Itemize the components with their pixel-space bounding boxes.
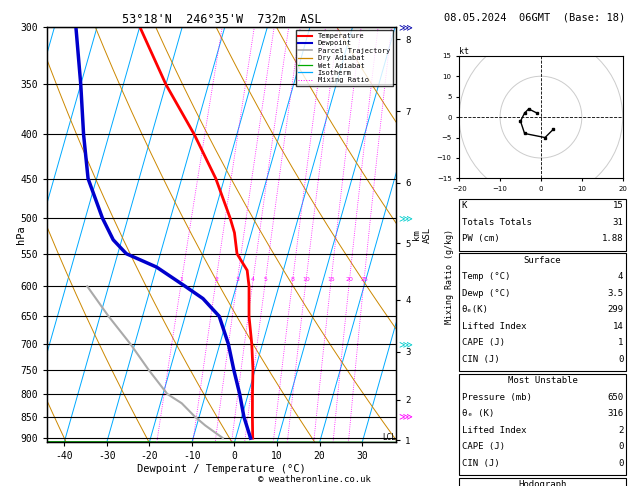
Text: 5: 5: [264, 278, 267, 282]
Text: 0: 0: [618, 459, 623, 468]
Text: Totals Totals: Totals Totals: [462, 218, 532, 227]
Text: Hodograph: Hodograph: [518, 480, 567, 486]
Text: 650: 650: [607, 393, 623, 402]
Title: 53°18'N  246°35'W  732m  ASL: 53°18'N 246°35'W 732m ASL: [122, 13, 321, 26]
Text: Pressure (mb): Pressure (mb): [462, 393, 532, 402]
X-axis label: Dewpoint / Temperature (°C): Dewpoint / Temperature (°C): [137, 464, 306, 474]
Text: 25: 25: [360, 278, 368, 282]
Text: 1.88: 1.88: [602, 234, 623, 243]
Text: 3: 3: [235, 278, 240, 282]
Legend: Temperature, Dewpoint, Parcel Trajectory, Dry Adiabat, Wet Adiabat, Isotherm, Mi: Temperature, Dewpoint, Parcel Trajectory…: [296, 30, 392, 86]
Text: 1: 1: [618, 338, 623, 347]
Text: 14: 14: [613, 322, 623, 331]
Text: Surface: Surface: [524, 256, 561, 265]
Text: PW (cm): PW (cm): [462, 234, 499, 243]
Y-axis label: km
ASL: km ASL: [412, 226, 431, 243]
Text: CIN (J): CIN (J): [462, 459, 499, 468]
Text: 2: 2: [214, 278, 218, 282]
Text: 15: 15: [327, 278, 335, 282]
Text: kt: kt: [459, 47, 469, 56]
Text: 1: 1: [180, 278, 184, 282]
Text: K: K: [462, 201, 467, 210]
Text: 4: 4: [251, 278, 255, 282]
Text: ⋙: ⋙: [399, 412, 413, 422]
Text: 08.05.2024  06GMT  (Base: 18): 08.05.2024 06GMT (Base: 18): [444, 12, 625, 22]
Text: LCL: LCL: [382, 433, 396, 442]
Text: 10: 10: [302, 278, 310, 282]
Text: hPa: hPa: [16, 225, 26, 244]
Text: 2: 2: [618, 426, 623, 435]
Text: CAPE (J): CAPE (J): [462, 442, 504, 451]
Text: ⋙: ⋙: [399, 22, 413, 32]
Text: Mixing Ratio (g/kg): Mixing Ratio (g/kg): [445, 228, 454, 324]
Text: ⋙: ⋙: [399, 339, 413, 349]
Text: 299: 299: [607, 305, 623, 314]
Text: θₑ (K): θₑ (K): [462, 409, 494, 418]
Text: θₑ(K): θₑ(K): [462, 305, 489, 314]
Text: CAPE (J): CAPE (J): [462, 338, 504, 347]
Text: 0: 0: [618, 442, 623, 451]
Text: ⋙: ⋙: [399, 213, 413, 223]
Text: 31: 31: [613, 218, 623, 227]
Text: 4: 4: [618, 272, 623, 281]
Text: Temp (°C): Temp (°C): [462, 272, 510, 281]
Text: 0: 0: [618, 355, 623, 364]
Text: Dewp (°C): Dewp (°C): [462, 289, 510, 298]
Text: Lifted Index: Lifted Index: [462, 322, 526, 331]
Text: Lifted Index: Lifted Index: [462, 426, 526, 435]
Text: 20: 20: [345, 278, 353, 282]
Text: 8: 8: [291, 278, 294, 282]
Text: Most Unstable: Most Unstable: [508, 376, 577, 385]
Text: 15: 15: [613, 201, 623, 210]
Text: © weatheronline.co.uk: © weatheronline.co.uk: [258, 474, 371, 484]
Text: CIN (J): CIN (J): [462, 355, 499, 364]
Text: 316: 316: [607, 409, 623, 418]
Text: 3.5: 3.5: [607, 289, 623, 298]
